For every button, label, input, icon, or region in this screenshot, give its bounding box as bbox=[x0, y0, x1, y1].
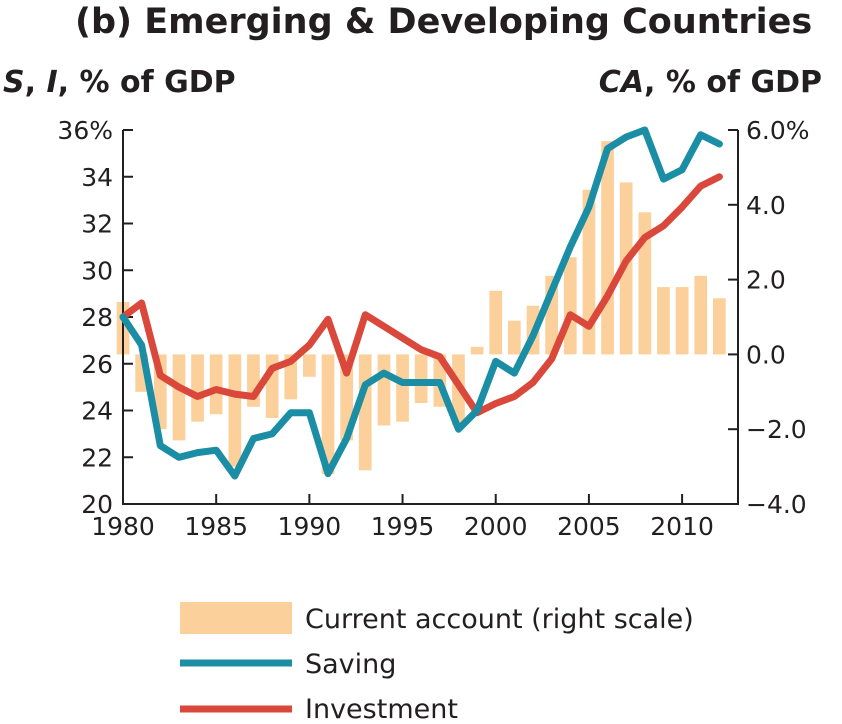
legend-label-saving: Saving bbox=[305, 649, 396, 680]
bar-current-account-1983 bbox=[172, 354, 186, 441]
bar-current-account-2004 bbox=[563, 257, 577, 355]
bar-current-account-2011 bbox=[694, 275, 708, 355]
left-tick-label-20: 20 bbox=[81, 490, 113, 519]
left-tick-label-24: 24 bbox=[81, 397, 113, 426]
bar-current-account-1986 bbox=[228, 354, 242, 467]
right-tick-label-4: 4.0 bbox=[746, 191, 786, 220]
x-tick-label-1980: 1980 bbox=[91, 512, 155, 541]
bar-current-account-1985 bbox=[209, 354, 223, 415]
left-axis-title: S, I, % of GDP bbox=[3, 65, 236, 100]
legend-label-current-account: Current account (right scale) bbox=[305, 604, 694, 635]
series-line-investment bbox=[119, 173, 723, 417]
bar-current-account-1991 bbox=[321, 354, 335, 475]
right-tick-label-6: 6.0% bbox=[746, 116, 810, 145]
bar-current-account-1994 bbox=[377, 354, 391, 426]
left-tick-label-36: 36% bbox=[57, 116, 113, 145]
x-tick-label-2000: 2000 bbox=[464, 512, 528, 541]
bar-current-account-2008 bbox=[638, 212, 652, 355]
x-tick-label-1995: 1995 bbox=[371, 512, 435, 541]
left-tick-label-22: 22 bbox=[81, 443, 113, 472]
bar-current-account-2010 bbox=[675, 287, 689, 355]
bar-current-account-2009 bbox=[657, 287, 670, 355]
bar-current-account-2001 bbox=[508, 320, 521, 355]
chart-title: (b) Emerging & Developing Countries bbox=[75, 2, 812, 42]
bar-current-account-1999 bbox=[470, 346, 484, 355]
right-axis-title: CA, % of GDP bbox=[599, 65, 822, 100]
x-tick-label-2010: 2010 bbox=[650, 512, 714, 541]
right-tick-label--2: −2.0 bbox=[746, 415, 807, 444]
bars-layer bbox=[116, 141, 726, 475]
left-tick-label-28: 28 bbox=[81, 303, 113, 332]
x-tick-label-1990: 1990 bbox=[278, 512, 342, 541]
bar-current-account-1990 bbox=[303, 354, 316, 377]
right-tick-label-0: 0.0 bbox=[746, 340, 786, 369]
series-line-saving bbox=[119, 126, 723, 480]
left-tick-label-32: 32 bbox=[81, 210, 113, 239]
left-tick-label-34: 34 bbox=[81, 163, 113, 192]
bar-current-account-1984 bbox=[191, 354, 204, 422]
legend-label-investment: Investment bbox=[305, 694, 458, 724]
left-tick-label-30: 30 bbox=[81, 256, 113, 285]
lines-layer bbox=[119, 126, 723, 480]
bar-current-account-2012 bbox=[713, 298, 726, 355]
bar-current-account-1996 bbox=[414, 354, 428, 403]
right-tick-label--4: −4.0 bbox=[746, 490, 807, 519]
x-tick-label-2005: 2005 bbox=[557, 512, 621, 541]
legend: Current account (right scale) Saving Inv… bbox=[180, 602, 694, 724]
bar-current-account-2000 bbox=[489, 290, 503, 355]
x-tick-label-1985: 1985 bbox=[184, 512, 248, 541]
right-tick-label-2: 2.0 bbox=[746, 266, 786, 295]
bar-current-account-2005 bbox=[582, 189, 596, 355]
legend-swatch-current-account bbox=[180, 602, 292, 634]
bar-current-account-1993 bbox=[358, 354, 372, 471]
left-tick-label-26: 26 bbox=[81, 350, 113, 379]
bar-current-account-1995 bbox=[396, 354, 409, 422]
axes-layer: 20 22 24 26 28 30 32 34 36% −4.0 −2.0 0.0 2.0 4.0 6.0%… bbox=[57, 116, 809, 541]
